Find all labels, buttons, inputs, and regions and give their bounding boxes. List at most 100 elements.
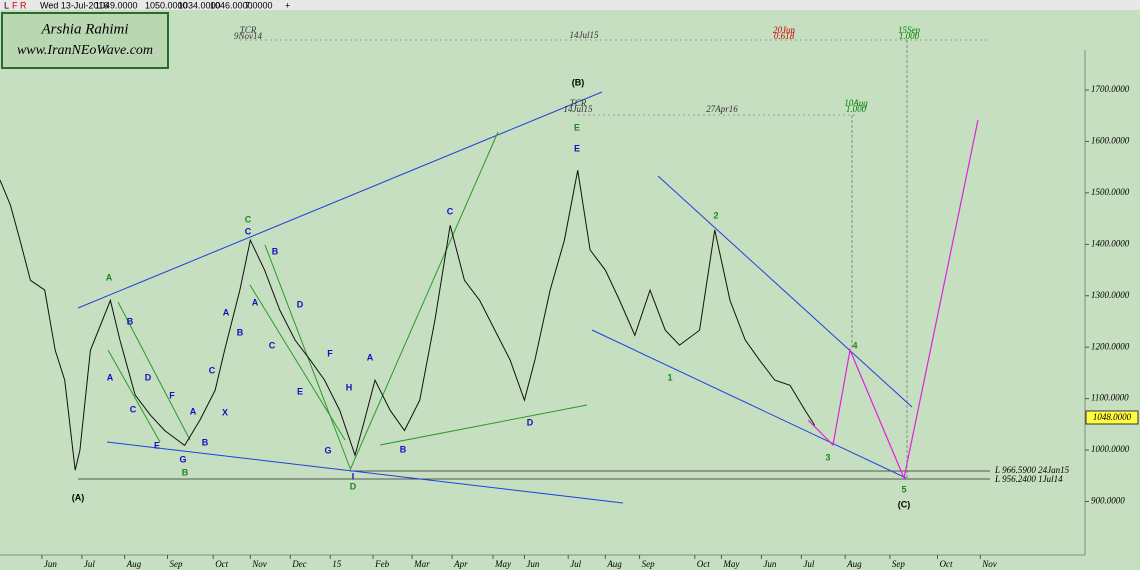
level-label: L 966.5900 24Jan15 [994,465,1070,475]
wave-line [349,131,499,471]
x-tick-label: Nov [981,559,997,569]
x-tick-label: 15 [332,559,342,569]
x-tick-label: Jul [803,559,814,569]
toolbar-button: R [20,0,27,10]
x-tick-label: Nov [251,559,267,569]
x-tick-label: Sep [892,559,905,569]
wave-label: E [574,143,580,153]
x-tick-label: Aug [846,559,862,569]
wave-label: E [297,386,303,396]
logo-site: www.IranNEoWave.com [17,43,153,58]
time-marker: 27Apr16 [706,104,738,114]
x-tick-label: Apr [453,559,468,569]
wave-label: A [252,297,259,307]
toolbar-open: 1049.0000 [95,0,138,10]
wave-label: B [400,444,407,454]
wave-label: A [190,406,197,416]
wave-line [117,301,191,441]
wave-label: D [145,372,152,382]
wave-label: F [169,390,175,400]
wave-label: 3 [825,452,830,462]
x-tick-label: Jul [84,559,95,569]
x-tick-label: Jun [763,559,776,569]
wave-label: G [324,445,331,455]
wave-label: B [272,246,279,256]
wave-label: C [447,206,454,216]
wave-label: B [127,316,134,326]
time-marker: 15Sep [898,25,920,35]
wave-label: A [223,307,230,317]
wave-label: C [245,214,252,224]
wave-label: D [350,481,357,491]
wave-line [249,284,346,441]
x-tick-label: May [722,559,739,569]
time-marker: TCR [240,25,257,35]
x-tick-label: Aug [606,559,622,569]
wave-line [107,349,161,443]
trendline [657,175,913,408]
wave-label: B [202,437,209,447]
y-tick-label: 900.0000 [1091,496,1125,506]
time-marker-sub: 1.000 [899,31,920,41]
trendline [591,329,907,479]
wave-label: D [527,417,534,427]
x-tick-label: Jun [44,559,57,569]
y-tick-label: 1300.0000 [1091,290,1130,300]
time-marker: 14Jul15 [570,30,599,40]
last-price: 1048.0000 [1093,412,1132,422]
y-tick-label: 1700.0000 [1091,84,1130,94]
x-tick-label: Dec [291,559,307,569]
trendline [77,91,603,309]
wave-label: B [237,327,244,337]
x-tick-label: May [494,559,511,569]
trendline [106,441,624,504]
wave-label: C [209,365,216,375]
wave-label: (A) [72,492,85,502]
x-tick-label: Feb [374,559,389,569]
wave-label: B [182,467,189,477]
toolbar-button: L [4,0,9,10]
toolbar-add: + [285,0,290,10]
x-tick-label: Aug [126,559,142,569]
y-tick-label: 1500.0000 [1091,187,1130,197]
toolbar-button: F [12,0,18,10]
time-marker-sub: 14Jul15 [564,104,593,114]
time-marker: 20Jun [773,25,795,35]
time-marker: 10Aug [844,98,868,108]
wave-label: G [179,454,186,464]
wave-label: X [222,407,228,417]
logo-name: Arshia Rahimi [40,21,128,37]
x-tick-label: Oct [215,559,228,569]
wave-line [379,404,588,446]
wave-label: H [346,382,353,392]
wave-label: C [130,404,137,414]
toolbar-low: 1034.0000 [178,0,221,10]
wave-label: E [574,122,580,132]
wave-label: 5 [901,484,906,494]
toolbar-change: 7.0000 [245,0,273,10]
x-tick-label: Jun [526,559,539,569]
x-tick-label: Sep [170,559,183,569]
wave-label: 2 [713,210,718,220]
time-marker-sub: 9Nov14 [234,31,262,41]
wave-label: E [154,440,160,450]
toolbar-bg [0,0,1140,10]
toolbar-close: 1046.0000 [210,0,253,10]
x-tick-label: Jul [570,559,581,569]
x-tick-label: Mar [413,559,430,569]
x-tick-label: Sep [642,559,655,569]
last-price-box [1085,410,1139,425]
wave-label: A [106,272,113,282]
wave-label: (C) [898,499,911,509]
wave-label: C [269,340,276,350]
wave-label: C [245,226,252,236]
toolbar-date: Wed 13-Jul-2016 [40,0,108,10]
wave-label: A [367,352,374,362]
time-marker-sub: 0.618 [774,31,795,41]
x-tick-label: Oct [939,559,952,569]
wave-label: A [107,372,114,382]
wave-label: I [352,471,355,481]
toolbar-high: 1050.0000 [145,0,188,10]
